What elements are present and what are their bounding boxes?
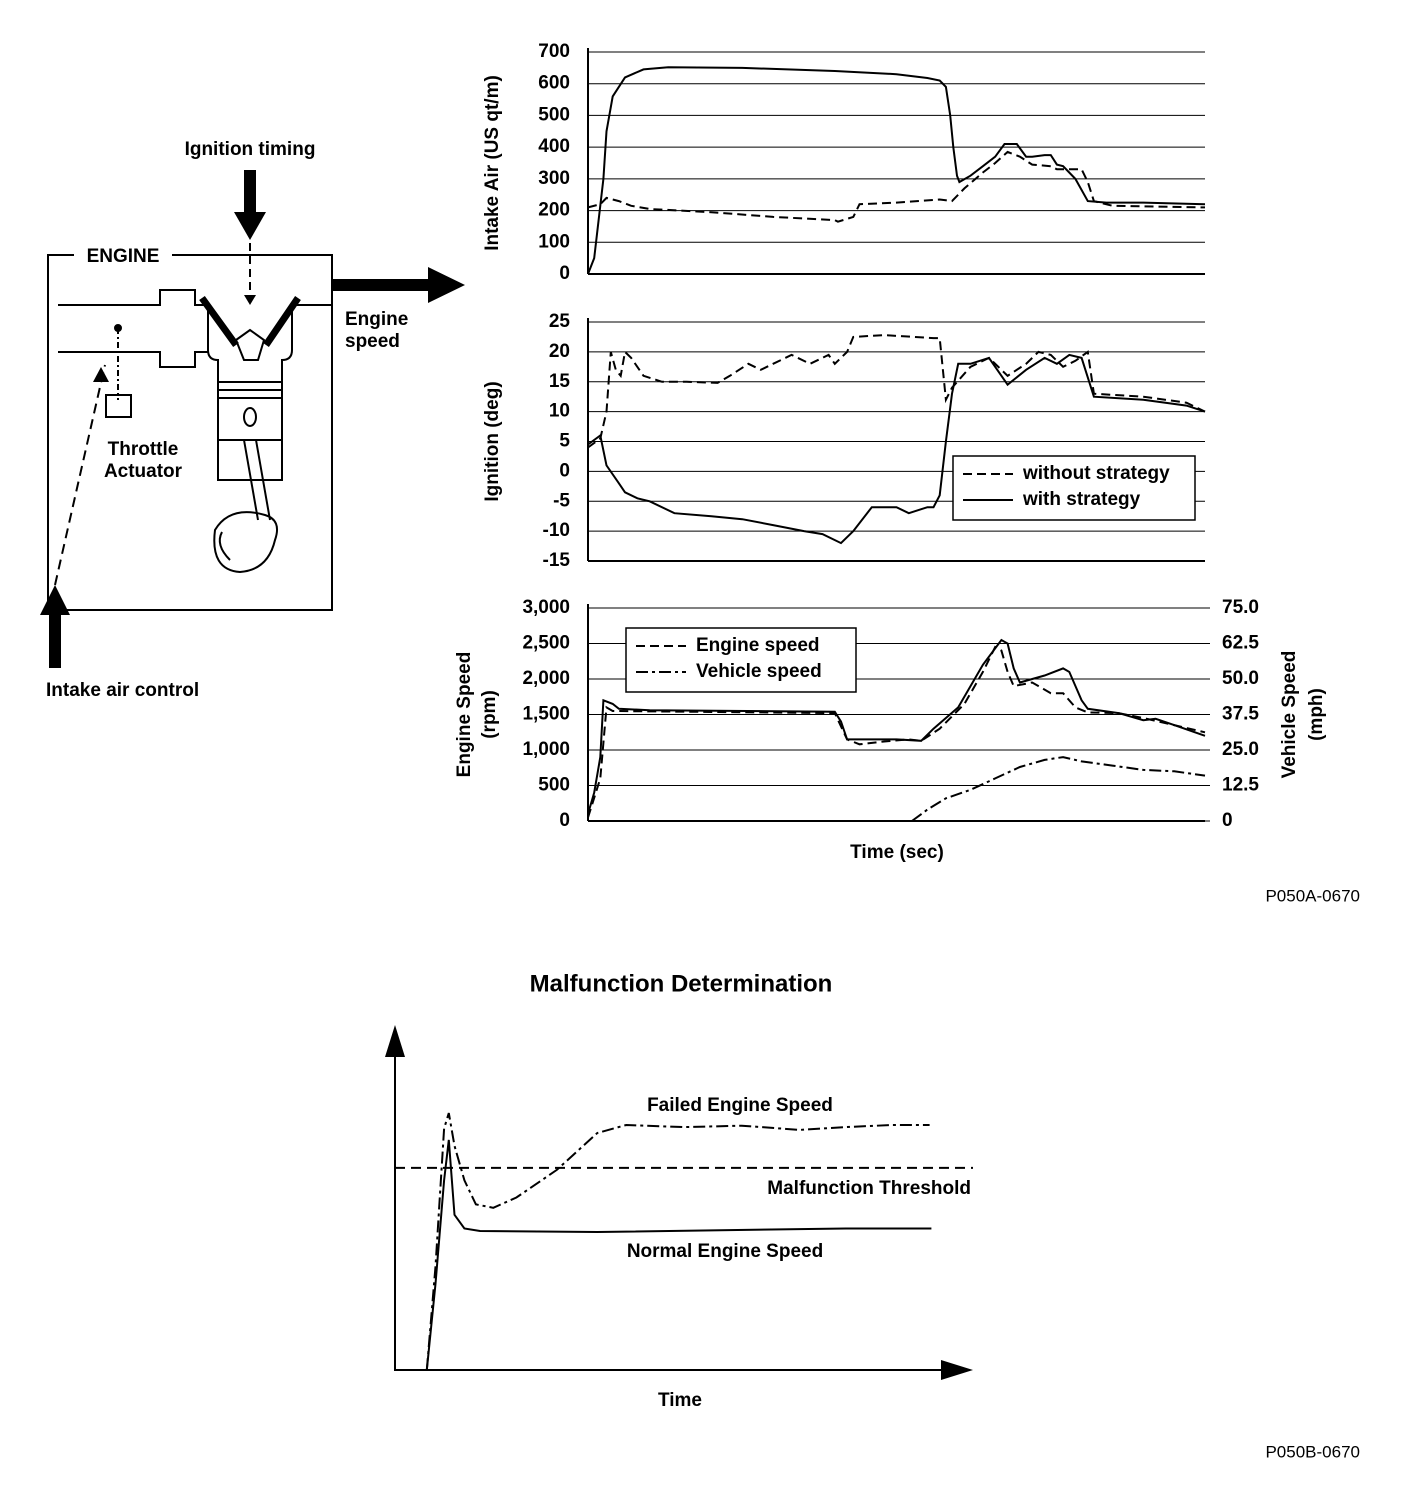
x-arrowhead	[941, 1360, 973, 1380]
legend-label: without strategy	[1022, 463, 1170, 484]
legend-label: Engine speed	[696, 635, 820, 656]
y2-tick-label: 12.5	[1222, 775, 1259, 796]
axes	[394, 1055, 943, 1371]
y-tick-label: -10	[543, 520, 570, 541]
y-tick-label: 3,000	[522, 597, 570, 618]
y2-tick-label: 50.0	[1222, 668, 1259, 689]
series-label: Normal Engine Speed	[627, 1241, 823, 1262]
series-line	[587, 638, 1206, 815]
series-line	[587, 66, 1206, 275]
y-tick-label: 5	[559, 431, 570, 452]
actuator	[105, 394, 132, 418]
y-tick-label: 0	[559, 810, 570, 831]
y-tick-label: 0	[559, 263, 570, 284]
series-line	[587, 353, 1206, 545]
figure-id: P050B-0670	[1265, 1442, 1360, 1461]
series-line	[587, 150, 1206, 223]
legend-label: with strategy	[1022, 489, 1141, 510]
y-tick-label: 25	[549, 311, 571, 332]
y-tick-label: 300	[538, 168, 570, 189]
arrows	[40, 170, 465, 668]
crank	[213, 511, 278, 574]
intake-label: Intake air control	[46, 680, 199, 701]
piston	[217, 381, 283, 441]
x-axis-label: Time	[658, 1390, 702, 1411]
y-axis-label: Ignition (deg)	[482, 381, 503, 501]
y-tick-label: 500	[538, 775, 570, 796]
ignition-arrow	[234, 170, 266, 240]
y-tick-label: 0	[559, 460, 570, 481]
intake-arrow	[40, 585, 70, 668]
y-axis-label: Intake Air (US qt/m)	[482, 75, 503, 251]
threshold-label: Malfunction Threshold	[767, 1178, 971, 1199]
ignition-label: Ignition timing	[185, 139, 316, 160]
y2-tick-label: 0	[1222, 810, 1233, 831]
y-axis-label: Engine Speed	[454, 652, 475, 778]
y-tick-label: 500	[538, 104, 570, 125]
y-tick-label: -15	[543, 550, 571, 571]
y-tick-label: 20	[549, 341, 570, 362]
y-tick-label: 700	[538, 41, 570, 62]
legend-label: Vehicle speed	[696, 661, 822, 682]
rotation-arrow	[218, 531, 231, 561]
series-label: Failed Engine Speed	[647, 1095, 833, 1116]
engine-label: ENGINE	[87, 246, 160, 267]
y-tick-label: 2,000	[522, 668, 570, 689]
y2-tick-label: 25.0	[1222, 739, 1259, 760]
y-tick-label: 15	[549, 371, 571, 392]
intake-pipe	[58, 289, 208, 368]
y-tick-label: 1,000	[522, 739, 570, 760]
y-tick-label: -5	[553, 490, 570, 511]
figure-id: P050A-0670	[1265, 886, 1360, 905]
throttle-label: Throttle	[108, 439, 179, 460]
y-tick-label: 10	[549, 401, 570, 422]
control-arrowhead	[93, 367, 109, 382]
rod	[243, 439, 271, 521]
x-axis-label: Time (sec)	[850, 842, 944, 863]
speed-arrow	[332, 267, 465, 303]
speed-label: Engine	[345, 309, 408, 330]
throttle-label: Actuator	[104, 461, 183, 482]
y2-tick-label: 75.0	[1222, 597, 1259, 618]
y-tick-label: 200	[538, 200, 570, 221]
y-tick-label: 100	[538, 231, 570, 252]
label-gap	[74, 244, 172, 268]
series-line	[911, 756, 1206, 822]
series-line	[587, 334, 1206, 449]
chart-title: Malfunction Determination	[530, 970, 833, 997]
y-axis-label: (rpm)	[479, 690, 500, 739]
spark-plug	[234, 328, 266, 361]
legend-box	[625, 627, 857, 693]
control-line	[54, 364, 106, 586]
series-line	[425, 1112, 930, 1371]
y-arrowhead	[385, 1025, 405, 1057]
series-line	[587, 645, 1206, 818]
throttle-pivot	[114, 324, 122, 332]
cylinder	[207, 304, 332, 481]
pin	[243, 407, 257, 427]
y-tick-label: 2,500	[522, 633, 570, 654]
y2-tick-label: 62.5	[1222, 633, 1259, 654]
legend-box	[952, 455, 1196, 521]
speed-label: speed	[345, 331, 400, 352]
y-tick-label: 400	[538, 136, 570, 157]
series-line	[425, 1139, 932, 1371]
y-tick-label: 1,500	[522, 704, 570, 725]
y2-axis-label: (mph)	[1306, 688, 1327, 741]
y-tick-label: 600	[538, 73, 570, 94]
engine-box	[47, 254, 333, 611]
y2-axis-label: Vehicle Speed	[1279, 651, 1300, 779]
valves	[199, 295, 301, 348]
engine-diagram	[47, 230, 333, 611]
ignition-arrowhead	[244, 295, 256, 305]
y2-tick-label: 37.5	[1222, 704, 1259, 725]
